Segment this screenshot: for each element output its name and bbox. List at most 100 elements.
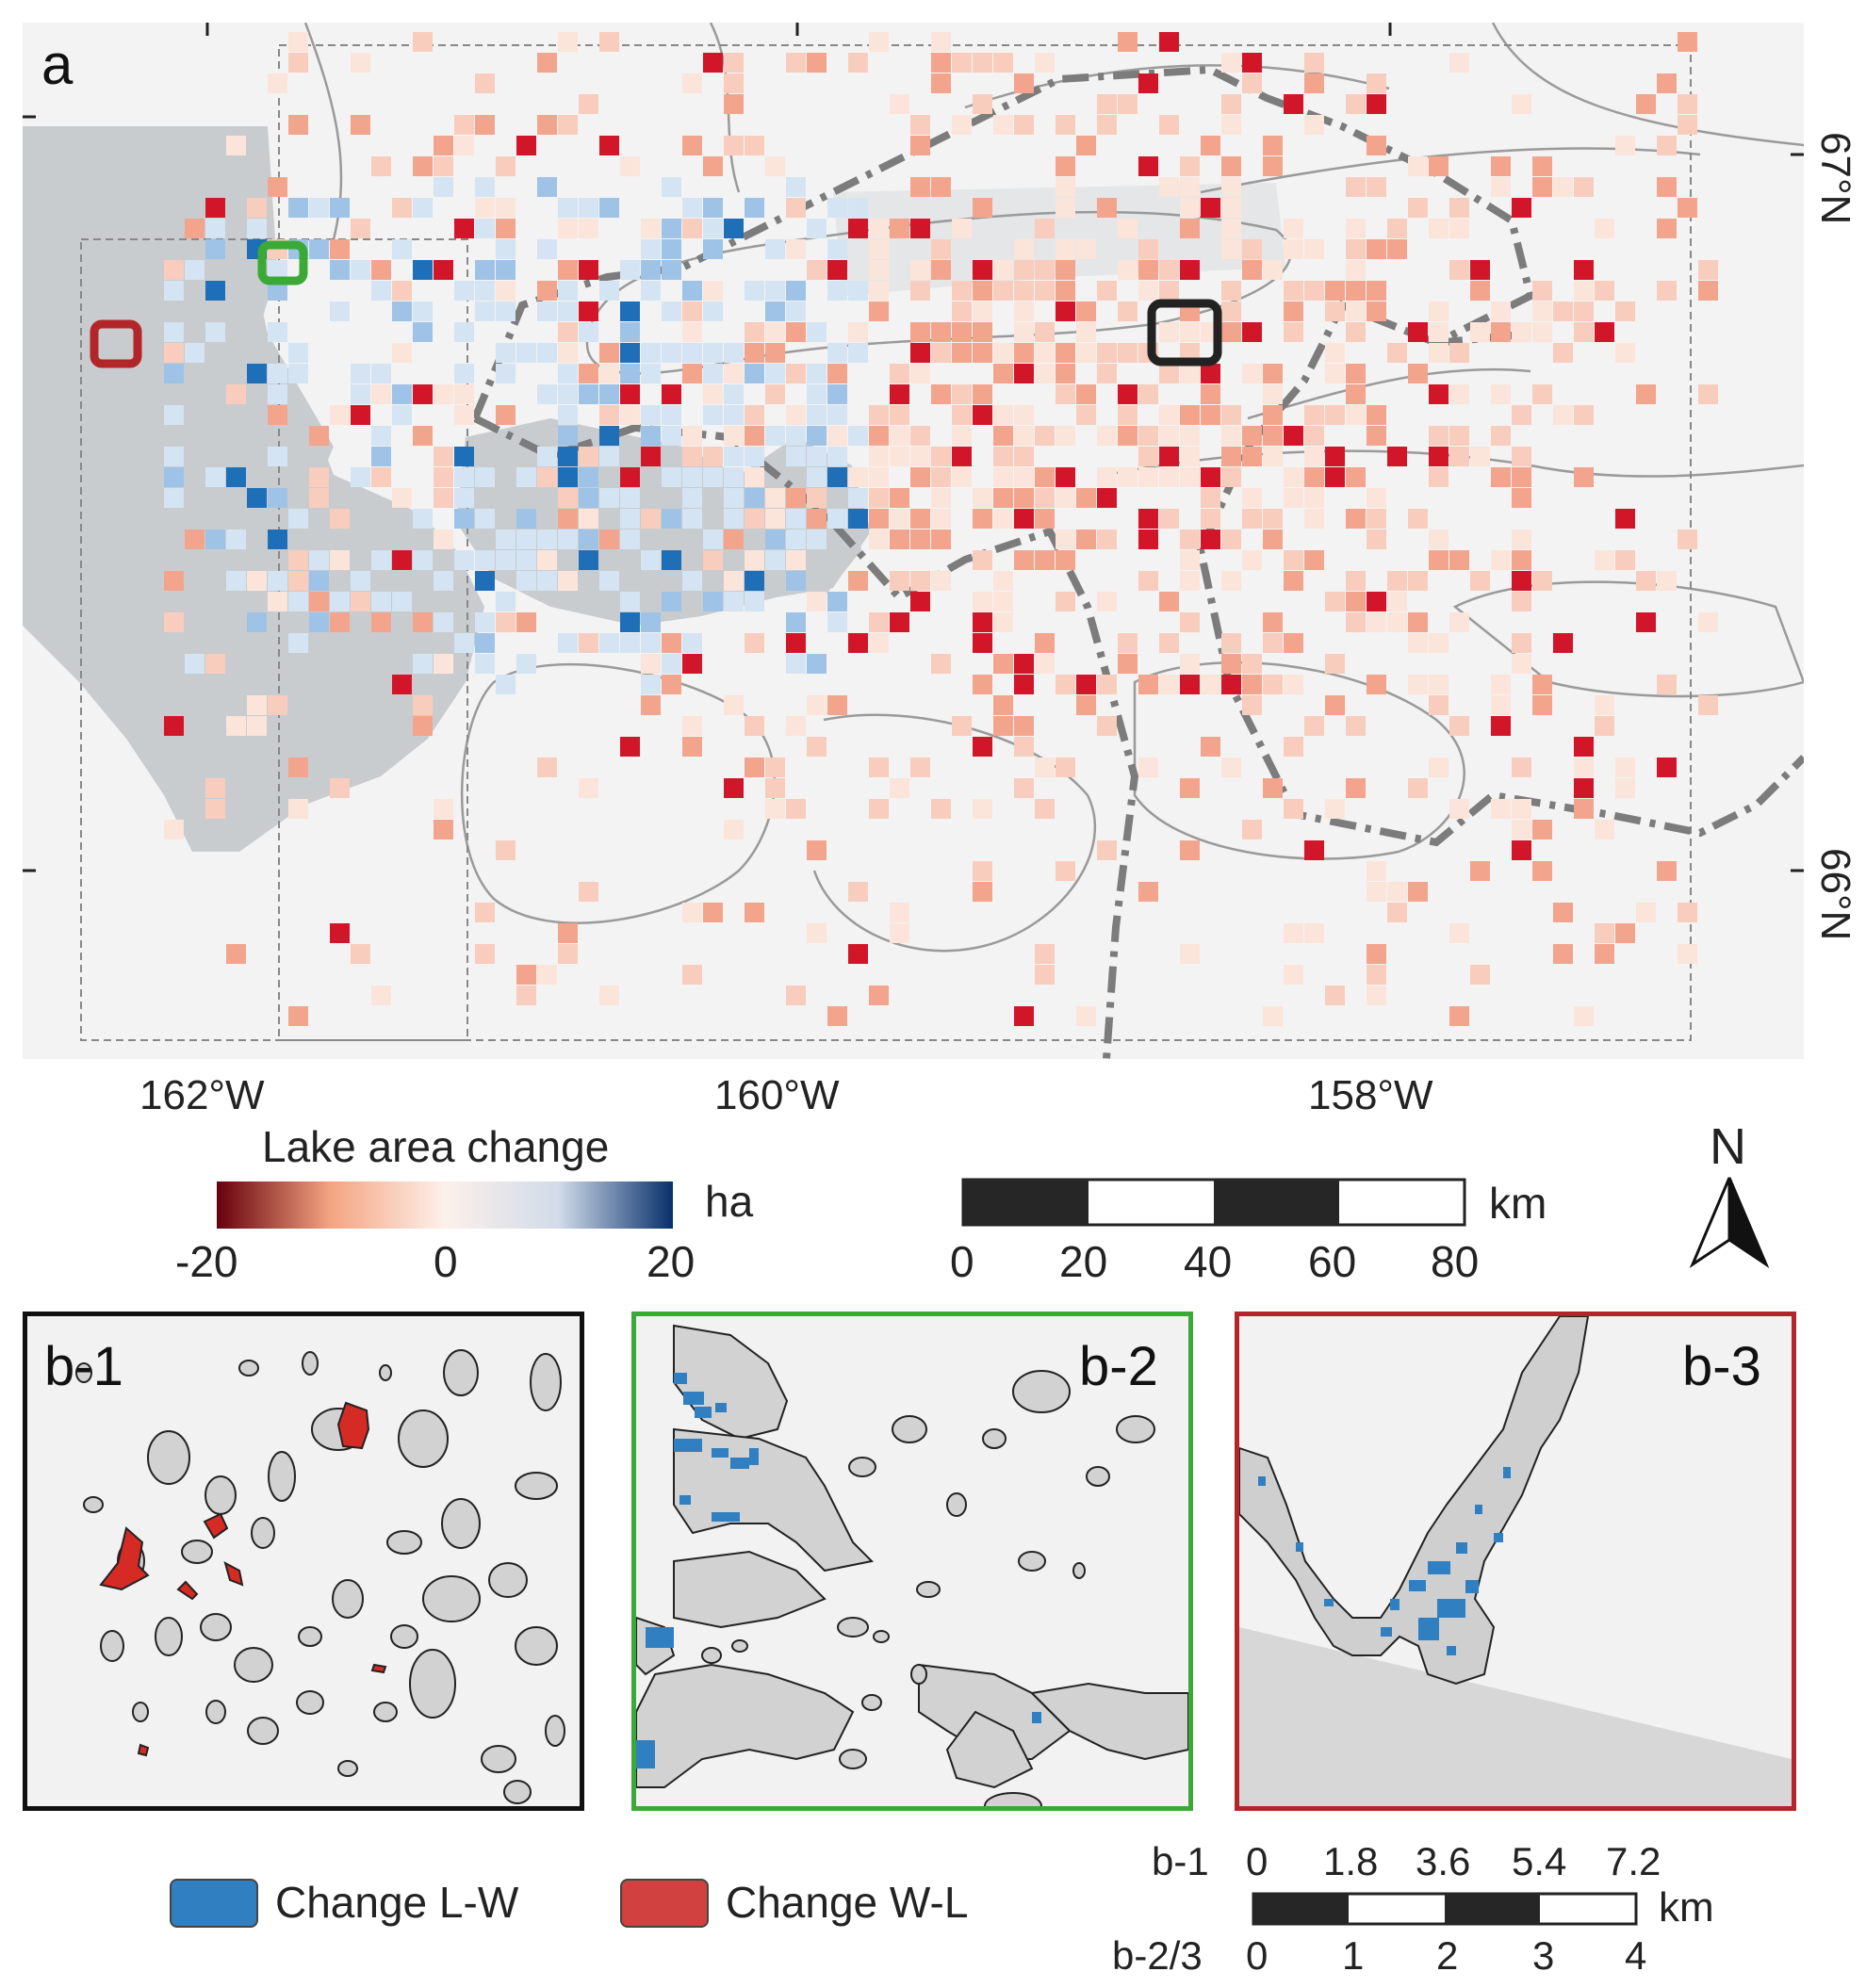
change-cell — [288, 343, 308, 363]
change-cell — [1408, 198, 1428, 218]
change-cell — [1512, 198, 1531, 218]
change-cell — [931, 467, 951, 487]
change-cell — [475, 571, 495, 591]
change-cell — [454, 550, 474, 570]
change-cell — [1449, 198, 1469, 218]
change-cell — [434, 447, 453, 466]
change-cell — [662, 426, 681, 446]
change-cell — [724, 509, 744, 529]
change-cell — [1221, 447, 1241, 466]
change-cell — [682, 322, 702, 342]
change-cell — [1076, 343, 1096, 363]
change-cell — [1263, 509, 1283, 529]
change-cell — [993, 405, 1013, 425]
change-cell — [1595, 944, 1614, 964]
change-cell — [516, 612, 536, 632]
change-cell — [682, 903, 702, 922]
change-cell — [579, 322, 598, 342]
change-cell — [599, 530, 619, 549]
change-cell — [1429, 530, 1449, 549]
change-cell — [827, 509, 847, 529]
change-cell — [890, 530, 909, 549]
lon-label-160: 160°W — [714, 1072, 840, 1118]
change-cell — [371, 986, 391, 1005]
change-cell — [413, 260, 433, 280]
change-cell — [1159, 426, 1179, 446]
change-cell — [1532, 156, 1552, 176]
change-cell — [1097, 343, 1117, 363]
change-cell — [599, 384, 619, 404]
change-cell — [599, 32, 619, 52]
change-cell — [1698, 695, 1718, 715]
change-cell — [413, 32, 433, 52]
change-cell — [973, 322, 992, 342]
change-cell — [827, 281, 847, 301]
change-cell — [1574, 799, 1594, 819]
change-cell — [1346, 177, 1366, 197]
change-cell — [288, 32, 308, 52]
change-cell — [724, 405, 744, 425]
change-cell — [599, 426, 619, 446]
change-cell — [496, 550, 516, 570]
change-cell — [703, 405, 723, 425]
change-cell — [330, 509, 350, 529]
change-cell — [1491, 799, 1511, 819]
change-cell — [1491, 301, 1511, 321]
change-cell — [1574, 467, 1594, 487]
change-cell — [993, 488, 1013, 508]
change-cell — [1367, 861, 1386, 881]
change-cell — [579, 364, 598, 383]
change-cell — [579, 488, 598, 508]
change-cell — [786, 405, 806, 425]
change-cell — [1491, 426, 1511, 446]
change-cell — [392, 405, 412, 425]
change-cell — [786, 633, 806, 653]
change-cell — [558, 923, 578, 943]
scalebar-main-tick-0: 0 — [950, 1237, 974, 1286]
change-cell — [288, 364, 308, 383]
change-cell — [516, 136, 536, 155]
change-cell — [993, 53, 1013, 73]
change-cell — [599, 198, 619, 218]
change-cell — [765, 530, 785, 549]
change-cell — [1449, 550, 1469, 570]
change-cell — [1056, 364, 1075, 383]
change-cell — [1159, 592, 1179, 611]
change-cell — [1056, 530, 1075, 549]
inset-scale-unit: km — [1659, 1884, 1714, 1931]
change-cell — [1532, 820, 1552, 839]
change-cell — [848, 219, 868, 238]
change-cell — [973, 861, 992, 881]
change-cell — [1221, 94, 1241, 114]
change-cell — [309, 239, 329, 259]
change-cell — [848, 426, 868, 446]
change-cell — [1056, 861, 1075, 881]
change-cell — [454, 115, 474, 135]
change-cell — [1346, 467, 1366, 487]
change-cell — [745, 592, 764, 611]
colorbar-unit: ha — [705, 1177, 754, 1226]
change-cell — [662, 592, 681, 611]
change-cell — [807, 322, 827, 342]
change-cell — [1574, 301, 1594, 321]
change-cell — [1056, 156, 1075, 176]
change-cell — [1076, 136, 1096, 155]
legend-swatch-lw — [170, 1879, 258, 1928]
change-cell — [1221, 156, 1241, 176]
change-cell — [1657, 571, 1677, 591]
inset-b2-lakes — [636, 1324, 1188, 1806]
change-cell — [1449, 799, 1469, 819]
change-cell — [1180, 426, 1200, 446]
change-cell — [745, 136, 764, 155]
change-cell — [765, 156, 785, 176]
change-cell — [1284, 94, 1303, 114]
change-cell — [827, 364, 847, 383]
change-cell — [993, 281, 1013, 301]
change-cell — [1470, 447, 1490, 466]
change-cell — [1367, 592, 1386, 611]
change-cell — [1014, 675, 1034, 694]
change-cell — [1263, 530, 1283, 549]
change-cell — [1221, 301, 1241, 321]
change-cell — [205, 239, 225, 259]
change-cell — [682, 965, 702, 985]
